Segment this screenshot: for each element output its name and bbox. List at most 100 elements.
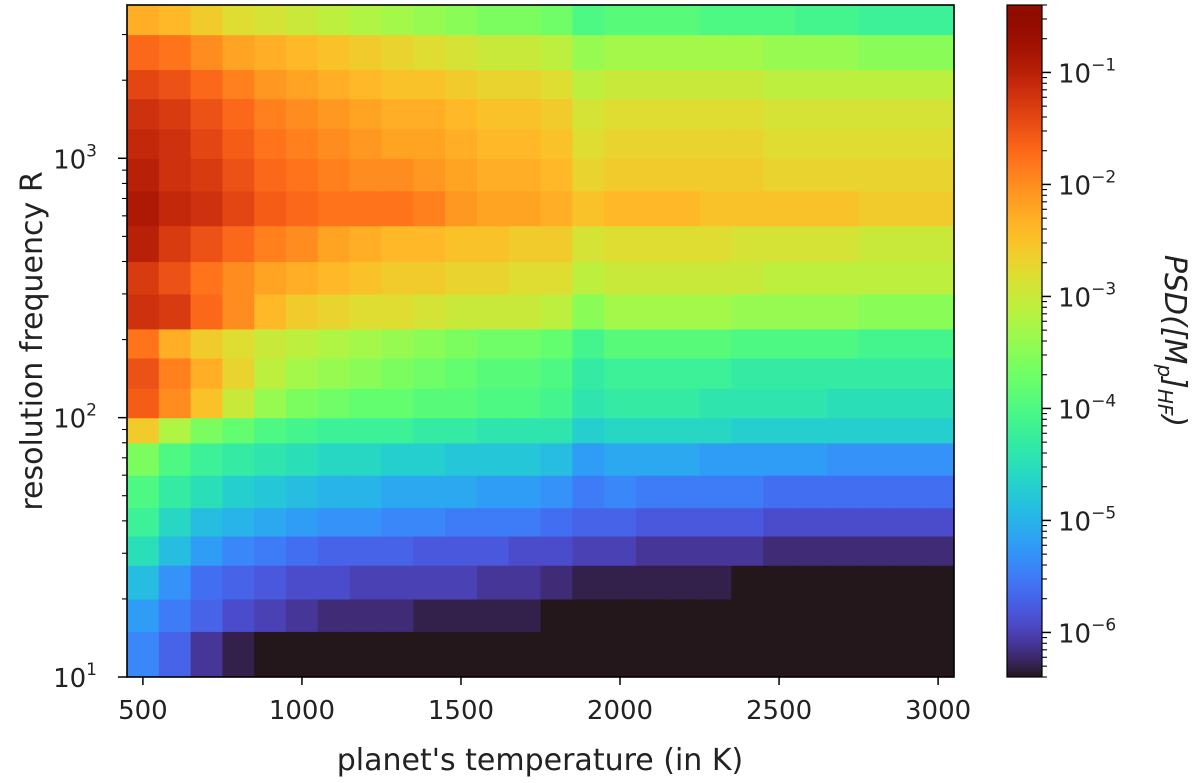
heatmap-cell: [667, 388, 701, 419]
heatmap-cell: [254, 98, 287, 130]
heatmap-cell: [349, 69, 383, 100]
heatmap-cell: [349, 328, 383, 359]
heatmap-cell: [349, 225, 383, 263]
heatmap-cell: [254, 261, 287, 295]
heatmap-cell: [190, 128, 224, 159]
heatmap-cell: [254, 158, 287, 192]
heatmap-cell: [826, 565, 860, 600]
heatmap-cell: [286, 535, 319, 566]
heatmap-cell: [763, 128, 796, 159]
heatmap-cell: [890, 5, 923, 36]
heatmap-cell: [826, 328, 860, 359]
heatmap-cell: [349, 98, 383, 130]
heatmap-cell: [826, 442, 860, 476]
heatmap-cell: [508, 507, 542, 537]
heatmap-cell: [508, 475, 542, 509]
heatmap-cell: [635, 190, 669, 227]
heatmap-cell: [413, 98, 446, 130]
heatmap-cell: [858, 417, 891, 444]
heatmap-cell: [381, 261, 414, 295]
heatmap-cell: [667, 293, 701, 330]
colorbar-label-bracket: ]: [1157, 375, 1192, 389]
heatmap-cell: [731, 442, 764, 476]
heatmap-cell: [222, 293, 255, 330]
heatmap-cell: [127, 535, 160, 566]
heatmap-cell: [858, 388, 891, 419]
heatmap-cell: [381, 158, 414, 192]
colorbar-tick-label: 10−5: [1058, 503, 1116, 537]
heatmap-cell: [254, 598, 287, 632]
heatmap-cell: [667, 34, 701, 71]
heatmap-cell: [190, 535, 224, 566]
heatmap-cell: [794, 565, 828, 600]
heatmap-cell: [413, 225, 446, 263]
heatmap-cell: [286, 34, 319, 71]
heatmap-cell: [445, 507, 478, 537]
heatmap-cell: [763, 69, 796, 100]
heatmap-cell: [890, 357, 923, 389]
heatmap-cell: [190, 158, 224, 192]
heatmap-cell: [858, 158, 891, 192]
heatmap-cell: [317, 158, 351, 192]
heatmap-cell: [445, 535, 478, 566]
heatmap-cell: [445, 475, 478, 509]
heatmap-cell: [190, 631, 224, 677]
heatmap-cell: [540, 128, 573, 159]
heatmap-cell: [413, 190, 446, 227]
heatmap-cell: [667, 507, 701, 537]
heatmap-cell: [445, 598, 478, 632]
heatmap-cell: [826, 388, 860, 419]
x-tick-label: 3000: [905, 696, 971, 726]
heatmap-cell: [699, 328, 732, 359]
heatmap-cell: [413, 535, 446, 566]
colorbar-label-sub-hf: HF: [1153, 389, 1177, 416]
heatmap-cell: [127, 5, 160, 36]
heatmap-cell: [604, 357, 637, 389]
colorbar-tick-label: 10−1: [1058, 55, 1116, 89]
heatmap-cell: [858, 190, 891, 227]
heatmap-cell: [667, 261, 701, 295]
heatmap-cell: [572, 388, 605, 419]
heatmap-cell: [445, 442, 478, 476]
heatmap-cell: [476, 128, 510, 159]
heatmap-cell: [635, 535, 669, 566]
heatmap-cell: [349, 417, 383, 444]
heatmap-cell: [667, 598, 701, 632]
heatmap-cell: [286, 442, 319, 476]
heatmap-cell: [699, 417, 732, 444]
heatmap-cell: [731, 293, 764, 330]
heatmap-cell: [445, 357, 478, 389]
heatmap-cell: [254, 190, 287, 227]
heatmap-cell: [922, 535, 954, 566]
heatmap-cell: [794, 598, 828, 632]
heatmap-cell: [286, 565, 319, 600]
heatmap-cell: [699, 69, 732, 100]
heatmap-cell: [476, 598, 510, 632]
heatmap-cell: [572, 535, 605, 566]
heatmap-cell: [667, 190, 701, 227]
heatmap-cell: [635, 388, 669, 419]
heatmap-cell: [794, 328, 828, 359]
heatmap-cell: [127, 69, 160, 100]
heatmap-cell: [222, 225, 255, 263]
heatmap-cell: [763, 328, 796, 359]
heatmap-cell: [890, 535, 923, 566]
heatmap-cell: [158, 225, 192, 263]
heatmap-cell: [699, 598, 732, 632]
y-tick-label: 101: [53, 660, 97, 694]
heatmap-cell: [794, 158, 828, 192]
heatmap-cell: [254, 388, 287, 419]
heatmap-cell: [604, 98, 637, 130]
colorbar-tick-label: 10−3: [1058, 279, 1116, 313]
heatmap-cell: [413, 5, 446, 36]
heatmap-cell: [413, 565, 446, 600]
x-axis-label: planet's temperature (in K): [337, 743, 743, 778]
heatmap-cell: [127, 128, 160, 159]
heatmap-cell: [508, 128, 542, 159]
heatmap-cell: [476, 328, 510, 359]
heatmap-cell: [286, 475, 319, 509]
heatmap-cell: [476, 417, 510, 444]
heatmap-cell: [922, 5, 954, 36]
